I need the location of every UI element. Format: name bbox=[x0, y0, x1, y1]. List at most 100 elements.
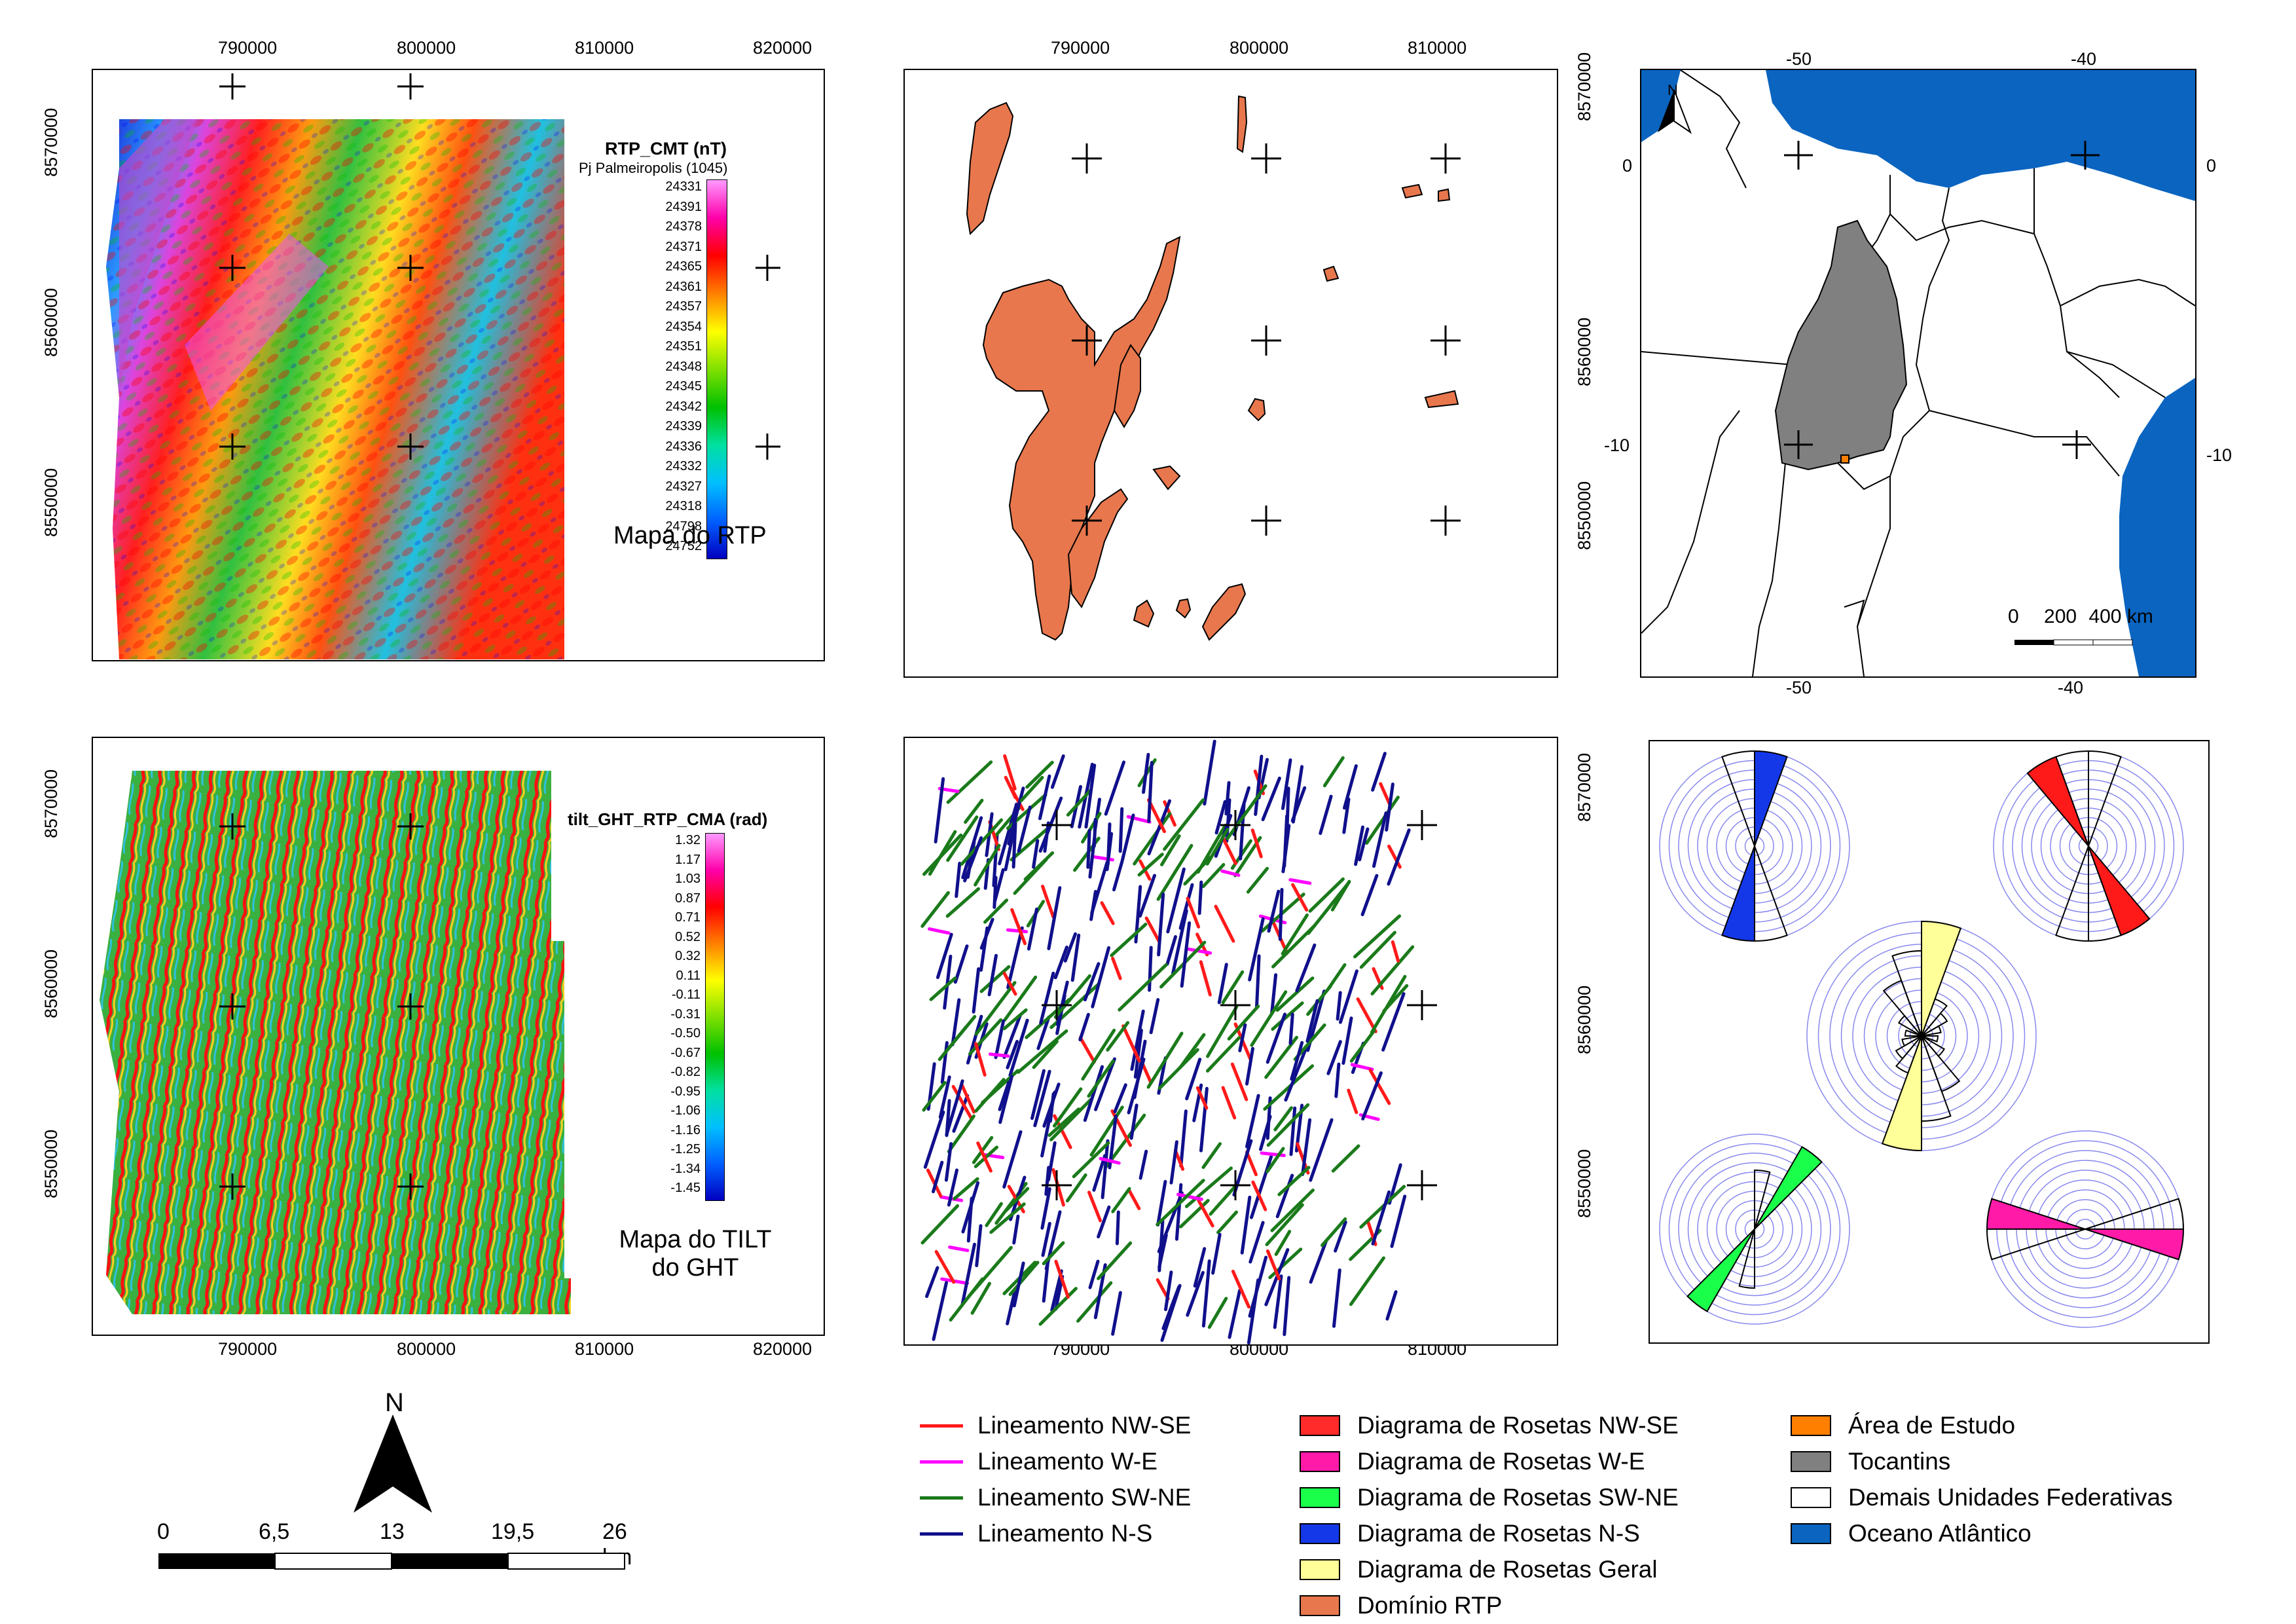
lineament-segment bbox=[1349, 1256, 1385, 1306]
lineament-segment bbox=[1157, 1233, 1168, 1269]
legend-swatch bbox=[1791, 1451, 1831, 1472]
lineament-segment bbox=[1017, 805, 1032, 853]
lineament-segment bbox=[1120, 813, 1135, 862]
lineament-segment bbox=[1214, 800, 1227, 835]
lineament-segment bbox=[1245, 1151, 1258, 1177]
lineament-segment bbox=[1055, 980, 1069, 1026]
lineament-segment bbox=[1033, 1069, 1051, 1128]
legend-swatch bbox=[920, 1460, 963, 1464]
colorbar-label: 24332 bbox=[665, 459, 702, 473]
lineament-segment bbox=[1277, 1166, 1311, 1196]
rose-petal bbox=[1891, 950, 1922, 1037]
lineament-segment bbox=[1186, 1270, 1205, 1317]
lineament-segment bbox=[1211, 1232, 1222, 1275]
loc-right-tick: -10 bbox=[2206, 445, 2232, 465]
lineament-segment bbox=[1016, 1029, 1068, 1074]
lineament-segment bbox=[1359, 1185, 1406, 1229]
rtp-domain-polygon bbox=[1322, 265, 1339, 282]
lineament-segment bbox=[1267, 889, 1281, 933]
lineament-segment bbox=[1086, 828, 1091, 869]
lineament-segment bbox=[1309, 1118, 1334, 1182]
lineament-segment bbox=[1156, 1179, 1167, 1227]
ocean-nw bbox=[1641, 70, 1681, 142]
tilt-raster bbox=[100, 771, 571, 1314]
lineament-segment bbox=[1148, 946, 1153, 992]
tilt-x-tick: 810000 bbox=[575, 1339, 634, 1359]
lineament-segment bbox=[1040, 1187, 1051, 1230]
lineament-segment bbox=[1368, 1068, 1391, 1105]
rtp-x-tick: 810000 bbox=[575, 38, 634, 58]
lineament-segment bbox=[1308, 877, 1345, 913]
lineament-segment bbox=[1149, 998, 1160, 1035]
lineament-segment bbox=[1271, 923, 1317, 969]
colorbar-label: -0.95 bbox=[670, 1084, 701, 1099]
lineament-segment bbox=[1281, 758, 1292, 810]
colorbar-label: -0.50 bbox=[670, 1026, 701, 1041]
lineament-segment bbox=[1108, 1115, 1118, 1170]
lineament-segment bbox=[946, 815, 979, 862]
legend-item: Diagrama de Rosetas Geral bbox=[1300, 1555, 1658, 1584]
lineament-segment bbox=[1332, 1268, 1341, 1328]
lineament-segment bbox=[961, 1181, 980, 1234]
lineament-segment bbox=[1002, 972, 1017, 996]
legend-label: Diagrama de Rosetas N-S bbox=[1357, 1520, 1640, 1547]
lineament-segment bbox=[1127, 1189, 1141, 1210]
lineament-segment bbox=[1288, 1012, 1294, 1045]
rtp-domain-polygon bbox=[1152, 465, 1181, 490]
lineament-segment bbox=[1326, 963, 1347, 990]
lineament-segment bbox=[1295, 943, 1317, 993]
legend-label: Oceano Atlântico bbox=[1848, 1520, 2032, 1547]
lineament-segment bbox=[972, 967, 981, 1014]
rose-petal bbox=[1921, 1035, 1952, 1122]
lineament-segment bbox=[1250, 990, 1288, 1047]
lineament-segment bbox=[1121, 1024, 1141, 1063]
lineament-segment bbox=[1387, 828, 1411, 886]
lineament-segment bbox=[944, 1142, 953, 1182]
lineament-segment bbox=[1179, 1198, 1210, 1228]
lineament-segment bbox=[1013, 858, 1048, 895]
lineament-segment bbox=[946, 760, 993, 804]
lineament-segment bbox=[1197, 880, 1203, 915]
lineament-segment bbox=[1039, 971, 1055, 1025]
lineament-segment bbox=[1053, 1087, 1083, 1128]
colorbar-label: -0.67 bbox=[670, 1045, 701, 1060]
lineament-segment bbox=[963, 836, 983, 883]
lineament-segment bbox=[1306, 984, 1332, 1016]
legend-label: Lineamento N-S bbox=[977, 1520, 1153, 1547]
lineament-segment bbox=[1254, 754, 1264, 816]
lineament-segment bbox=[1032, 1039, 1059, 1069]
lineament-segment bbox=[1007, 786, 1025, 845]
lineament-segment bbox=[1290, 1041, 1304, 1081]
lineament-segment bbox=[1072, 1141, 1110, 1179]
legend-swatch bbox=[1300, 1523, 1340, 1544]
lineament-segment bbox=[974, 1042, 987, 1077]
lineament-segment bbox=[1341, 1016, 1353, 1065]
lineament-segment bbox=[948, 1246, 970, 1253]
legend-item: Lineamento W-E bbox=[920, 1447, 1157, 1476]
lineament-segment bbox=[1144, 916, 1161, 943]
colorbar-label: 24336 bbox=[665, 439, 702, 454]
legend-label: Diagrama de Rosetas W-E bbox=[1357, 1448, 1645, 1475]
lineament-segment bbox=[934, 777, 945, 843]
lineament-segment bbox=[955, 861, 962, 898]
rose-petal bbox=[1895, 1035, 1922, 1060]
location-crosses bbox=[1784, 141, 2100, 459]
lineament-segment bbox=[970, 1282, 991, 1315]
ocean-north bbox=[1766, 70, 2195, 201]
lineament-segment bbox=[953, 1177, 979, 1200]
colorbar-label: 0.71 bbox=[675, 910, 701, 925]
lineament-segment bbox=[1270, 973, 1278, 1016]
lineament-segment bbox=[1195, 1086, 1209, 1110]
lineament-segment bbox=[1250, 828, 1263, 858]
lineament-segment bbox=[1186, 947, 1212, 955]
lineament-segment bbox=[1156, 843, 1194, 901]
rose-frame bbox=[1649, 740, 2210, 1344]
colorbar-label: 1.32 bbox=[675, 833, 701, 847]
lineament-segment bbox=[1370, 945, 1415, 996]
lineament-segment bbox=[1038, 774, 1051, 821]
colorbar-label: -1.45 bbox=[670, 1181, 701, 1195]
lineament-segment bbox=[1289, 1106, 1297, 1156]
lineament-segment bbox=[1147, 761, 1154, 823]
lineament-segment bbox=[1081, 811, 1102, 844]
legend-item: Oceano Atlântico bbox=[1791, 1519, 2032, 1548]
